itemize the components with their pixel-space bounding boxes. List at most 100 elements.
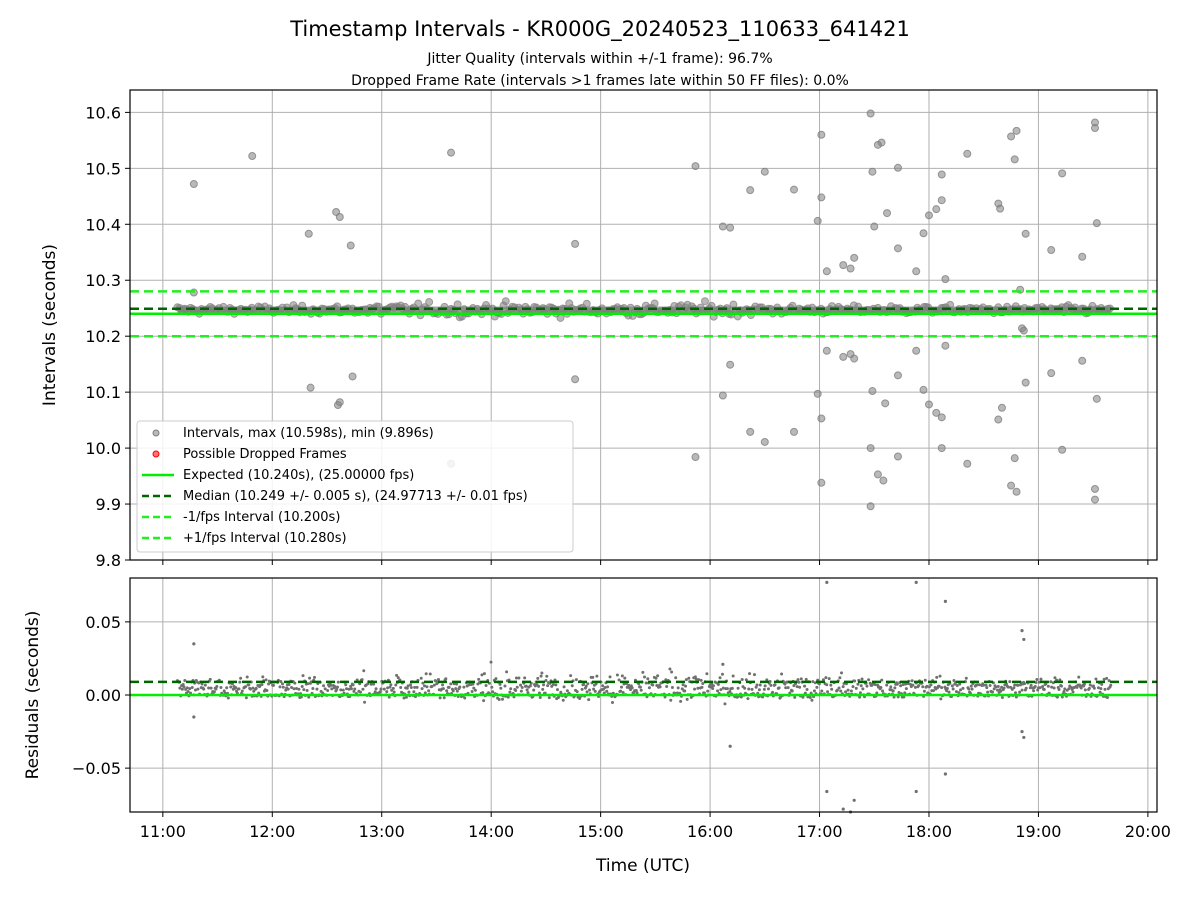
interval-outlier-point: [877, 138, 886, 147]
residual-point: [183, 679, 187, 683]
residual-point: [593, 689, 597, 693]
residual-point: [762, 687, 766, 691]
interval-outlier-point: [822, 346, 831, 355]
residual-point: [290, 685, 294, 689]
residual-point: [1079, 686, 1083, 690]
x-tick-label: 19:00: [1015, 822, 1061, 841]
residual-point: [658, 685, 662, 689]
residual-point: [879, 685, 883, 689]
residual-point: [1023, 682, 1027, 686]
residual-point: [254, 686, 258, 690]
interval-outlier-point: [846, 264, 855, 273]
interval-outlier-point: [1058, 169, 1067, 178]
residual-point: [349, 687, 353, 691]
residual-point: [711, 687, 715, 691]
residual-point: [423, 691, 427, 695]
residual-point: [881, 689, 885, 693]
residual-point: [945, 687, 949, 691]
residual-point: [954, 690, 958, 694]
residual-point: [603, 686, 607, 690]
residual-point: [861, 687, 865, 691]
residual-outlier-point: [721, 662, 725, 666]
residual-point: [937, 684, 941, 688]
residual-point: [305, 689, 309, 693]
residual-point: [514, 688, 518, 692]
residual-point: [720, 672, 724, 676]
residual-outlier-point: [825, 580, 829, 584]
residual-point: [526, 691, 530, 695]
residual-point: [345, 687, 349, 691]
residual-point: [812, 689, 816, 693]
residual-point: [839, 689, 843, 693]
residual-point: [352, 689, 356, 693]
residual-point: [674, 676, 678, 680]
residual-outlier-point: [192, 642, 196, 646]
residual-point: [520, 685, 524, 689]
residual-point: [788, 691, 792, 695]
interval-outlier-point: [789, 427, 798, 436]
residual-point: [1100, 682, 1104, 686]
residual-point: [181, 682, 185, 686]
residual-point: [777, 686, 781, 690]
residual-point: [921, 685, 925, 689]
intervals-y-tick-label: 10.2: [85, 327, 121, 346]
residual-point: [388, 685, 392, 689]
residual-point: [322, 684, 326, 688]
residual-point: [212, 690, 216, 694]
residual-point: [207, 686, 211, 690]
residual-point: [865, 684, 869, 688]
residual-outlier-point: [192, 715, 196, 719]
residual-point: [237, 687, 241, 691]
interval-outlier-point: [571, 375, 580, 384]
residual-point: [893, 686, 897, 690]
residual-point: [719, 688, 723, 692]
residual-point: [622, 682, 626, 686]
residual-point: [1058, 678, 1062, 682]
residual-point: [903, 691, 907, 695]
residuals-panel: −0.050.000.05 11:00 12:00 13:00 14:00 15:00 1…: [23, 577, 1171, 876]
residual-point: [951, 687, 955, 691]
x-tick-label: 13:00: [359, 822, 405, 841]
residual-point: [643, 675, 647, 679]
residual-point: [797, 680, 801, 684]
residual-point: [482, 699, 486, 703]
residual-point: [892, 695, 896, 699]
residual-point: [718, 676, 722, 680]
residual-point: [570, 684, 574, 688]
intervals-y-axis-label: Intervals (seconds): [40, 244, 60, 406]
residual-point: [853, 679, 857, 683]
residual-point: [587, 698, 591, 702]
residual-point: [810, 698, 814, 702]
residual-point: [391, 686, 395, 690]
interval-outlier-point: [447, 148, 456, 157]
residual-point: [922, 689, 926, 693]
residual-point: [421, 681, 425, 685]
interval-outlier-point: [335, 213, 344, 222]
residual-point: [523, 676, 527, 680]
interval-outlier-point: [813, 216, 822, 225]
residual-point: [835, 688, 839, 692]
residual-point: [281, 685, 285, 689]
residual-point: [938, 674, 942, 678]
residual-point: [676, 686, 680, 690]
interval-outlier-point: [691, 453, 700, 462]
residual-point: [339, 688, 343, 692]
chart-title: Timestamp Intervals - KR000G_20240523_11…: [289, 17, 910, 42]
residual-point: [449, 682, 453, 686]
intervals-y-tick-label: 10.4: [85, 215, 121, 234]
intervals-y-tick-label: 9.8: [96, 551, 121, 570]
residual-point: [550, 684, 554, 688]
residual-point: [670, 685, 674, 689]
residual-point: [969, 684, 973, 688]
legend-label-dropped: Possible Dropped Frames: [183, 447, 347, 462]
residual-point: [247, 683, 251, 687]
residual-point: [623, 676, 627, 680]
residual-point: [840, 671, 844, 675]
residual-point: [1002, 686, 1006, 690]
residual-point: [374, 687, 378, 691]
interval-outlier-point: [963, 459, 972, 468]
residual-point: [463, 696, 467, 700]
residual-point: [555, 688, 559, 692]
residual-point: [1018, 690, 1022, 694]
residual-point: [1024, 686, 1028, 690]
